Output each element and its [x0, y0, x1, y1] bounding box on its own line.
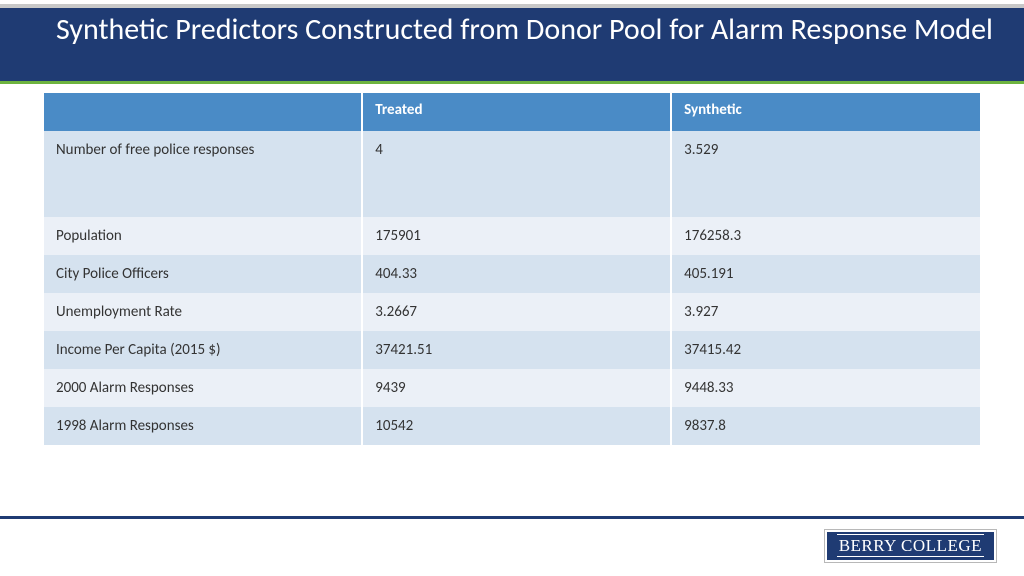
divider [0, 516, 1024, 519]
row-label: Unemployment Rate [44, 293, 362, 331]
title-band: Synthetic Predictors Constructed from Do… [0, 4, 1024, 84]
table-row: Income Per Capita (2015 $) 37421.51 3741… [44, 331, 980, 369]
table-row: Population 175901 176258.3 [44, 217, 980, 255]
table-row: 2000 Alarm Responses 9439 9448.33 [44, 369, 980, 407]
page-title: Synthetic Predictors Constructed from Do… [56, 12, 993, 48]
predictors-table: Treated Synthetic Number of free police … [44, 93, 980, 445]
table-header-row: Treated Synthetic [44, 93, 980, 131]
table-row: Number of free police responses 4 3.529 [44, 131, 980, 217]
cell: 10542 [362, 407, 671, 445]
cell: 37421.51 [362, 331, 671, 369]
cell: 3.2667 [362, 293, 671, 331]
row-label: 2000 Alarm Responses [44, 369, 362, 407]
table-row: Unemployment Rate 3.2667 3.927 [44, 293, 980, 331]
row-label: City Police Officers [44, 255, 362, 293]
cell: 4 [362, 131, 671, 217]
table-row: City Police Officers 404.33 405.191 [44, 255, 980, 293]
cell: 3.927 [671, 293, 980, 331]
cell: 3.529 [671, 131, 980, 217]
row-label: 1998 Alarm Responses [44, 407, 362, 445]
cell: 9439 [362, 369, 671, 407]
col-header-blank [44, 93, 362, 131]
col-header-synthetic: Synthetic [671, 93, 980, 131]
col-header-treated: Treated [362, 93, 671, 131]
brand-logo: BERRY COLLEGE [825, 530, 996, 562]
cell: 405.191 [671, 255, 980, 293]
table-row: 1998 Alarm Responses 10542 9837.8 [44, 407, 980, 445]
cell: 9837.8 [671, 407, 980, 445]
row-label: Income Per Capita (2015 $) [44, 331, 362, 369]
table: Treated Synthetic Number of free police … [44, 93, 980, 445]
cell: 404.33 [362, 255, 671, 293]
slide: Synthetic Predictors Constructed from Do… [0, 0, 1024, 576]
cell: 37415.42 [671, 331, 980, 369]
row-label: Population [44, 217, 362, 255]
cell: 175901 [362, 217, 671, 255]
brand-logo-text: BERRY COLLEGE [837, 534, 984, 557]
cell: 9448.33 [671, 369, 980, 407]
cell: 176258.3 [671, 217, 980, 255]
row-label: Number of free police responses [44, 131, 362, 217]
